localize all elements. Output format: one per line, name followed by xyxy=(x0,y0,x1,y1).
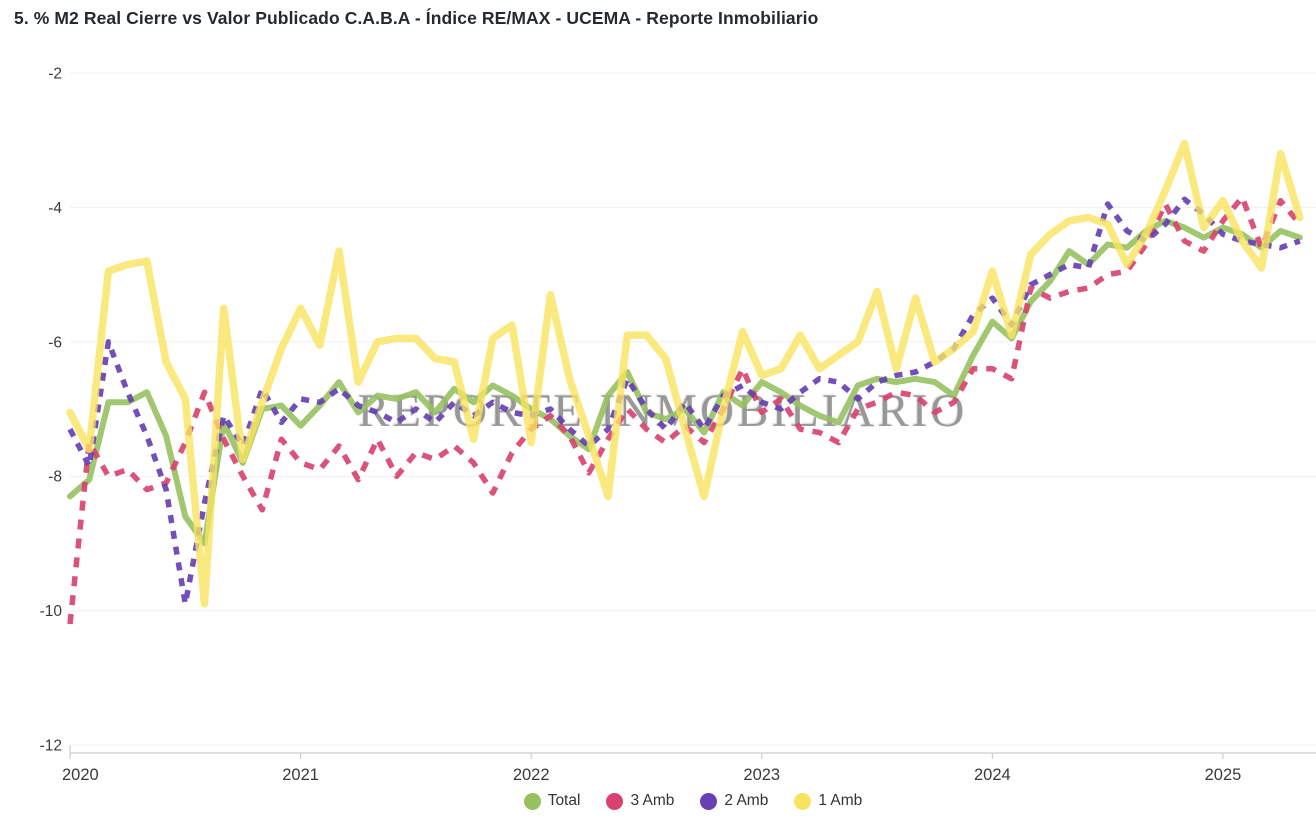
legend: Total 3 Amb 2 Amb 1 Amb xyxy=(70,792,1316,810)
legend-swatch-icon xyxy=(794,792,812,810)
x-tick-label: 2022 xyxy=(513,766,550,784)
legend-swatch-icon xyxy=(523,792,541,810)
legend-item-2-amb[interactable]: 2 Amb xyxy=(700,792,768,810)
x-tick-label: 2024 xyxy=(974,766,1011,784)
legend-label: 1 Amb xyxy=(818,792,863,809)
y-tick-label: -12 xyxy=(40,738,62,755)
legend-item-1-amb[interactable]: 1 Amb xyxy=(794,792,862,810)
legend-item-3-amb[interactable]: 3 Amb xyxy=(606,792,674,810)
y-tick-label: -4 xyxy=(48,200,62,217)
x-tick-label: 2023 xyxy=(743,766,780,784)
legend-item-total[interactable]: Total xyxy=(523,792,581,810)
legend-label: 3 Amb xyxy=(630,792,675,809)
legend-label: 2 Amb xyxy=(724,792,769,809)
y-tick-label: -2 xyxy=(48,66,62,83)
x-tick-label: 2020 xyxy=(62,766,99,784)
x-tick-label: 2025 xyxy=(1205,766,1242,784)
x-tick-label: 2021 xyxy=(282,766,319,784)
legend-swatch-icon xyxy=(700,792,718,810)
legend-label: Total xyxy=(547,792,581,809)
legend-swatch-icon xyxy=(606,792,624,810)
series-2-amb-line xyxy=(67,196,1301,607)
y-tick-label: -6 xyxy=(48,334,62,351)
chart-title: 5. % M2 Real Cierre vs Valor Publicado C… xyxy=(14,8,819,28)
y-tick-label: -8 xyxy=(48,469,62,486)
y-tick-label: -10 xyxy=(40,603,63,620)
series-1-amb-line xyxy=(66,139,1304,608)
